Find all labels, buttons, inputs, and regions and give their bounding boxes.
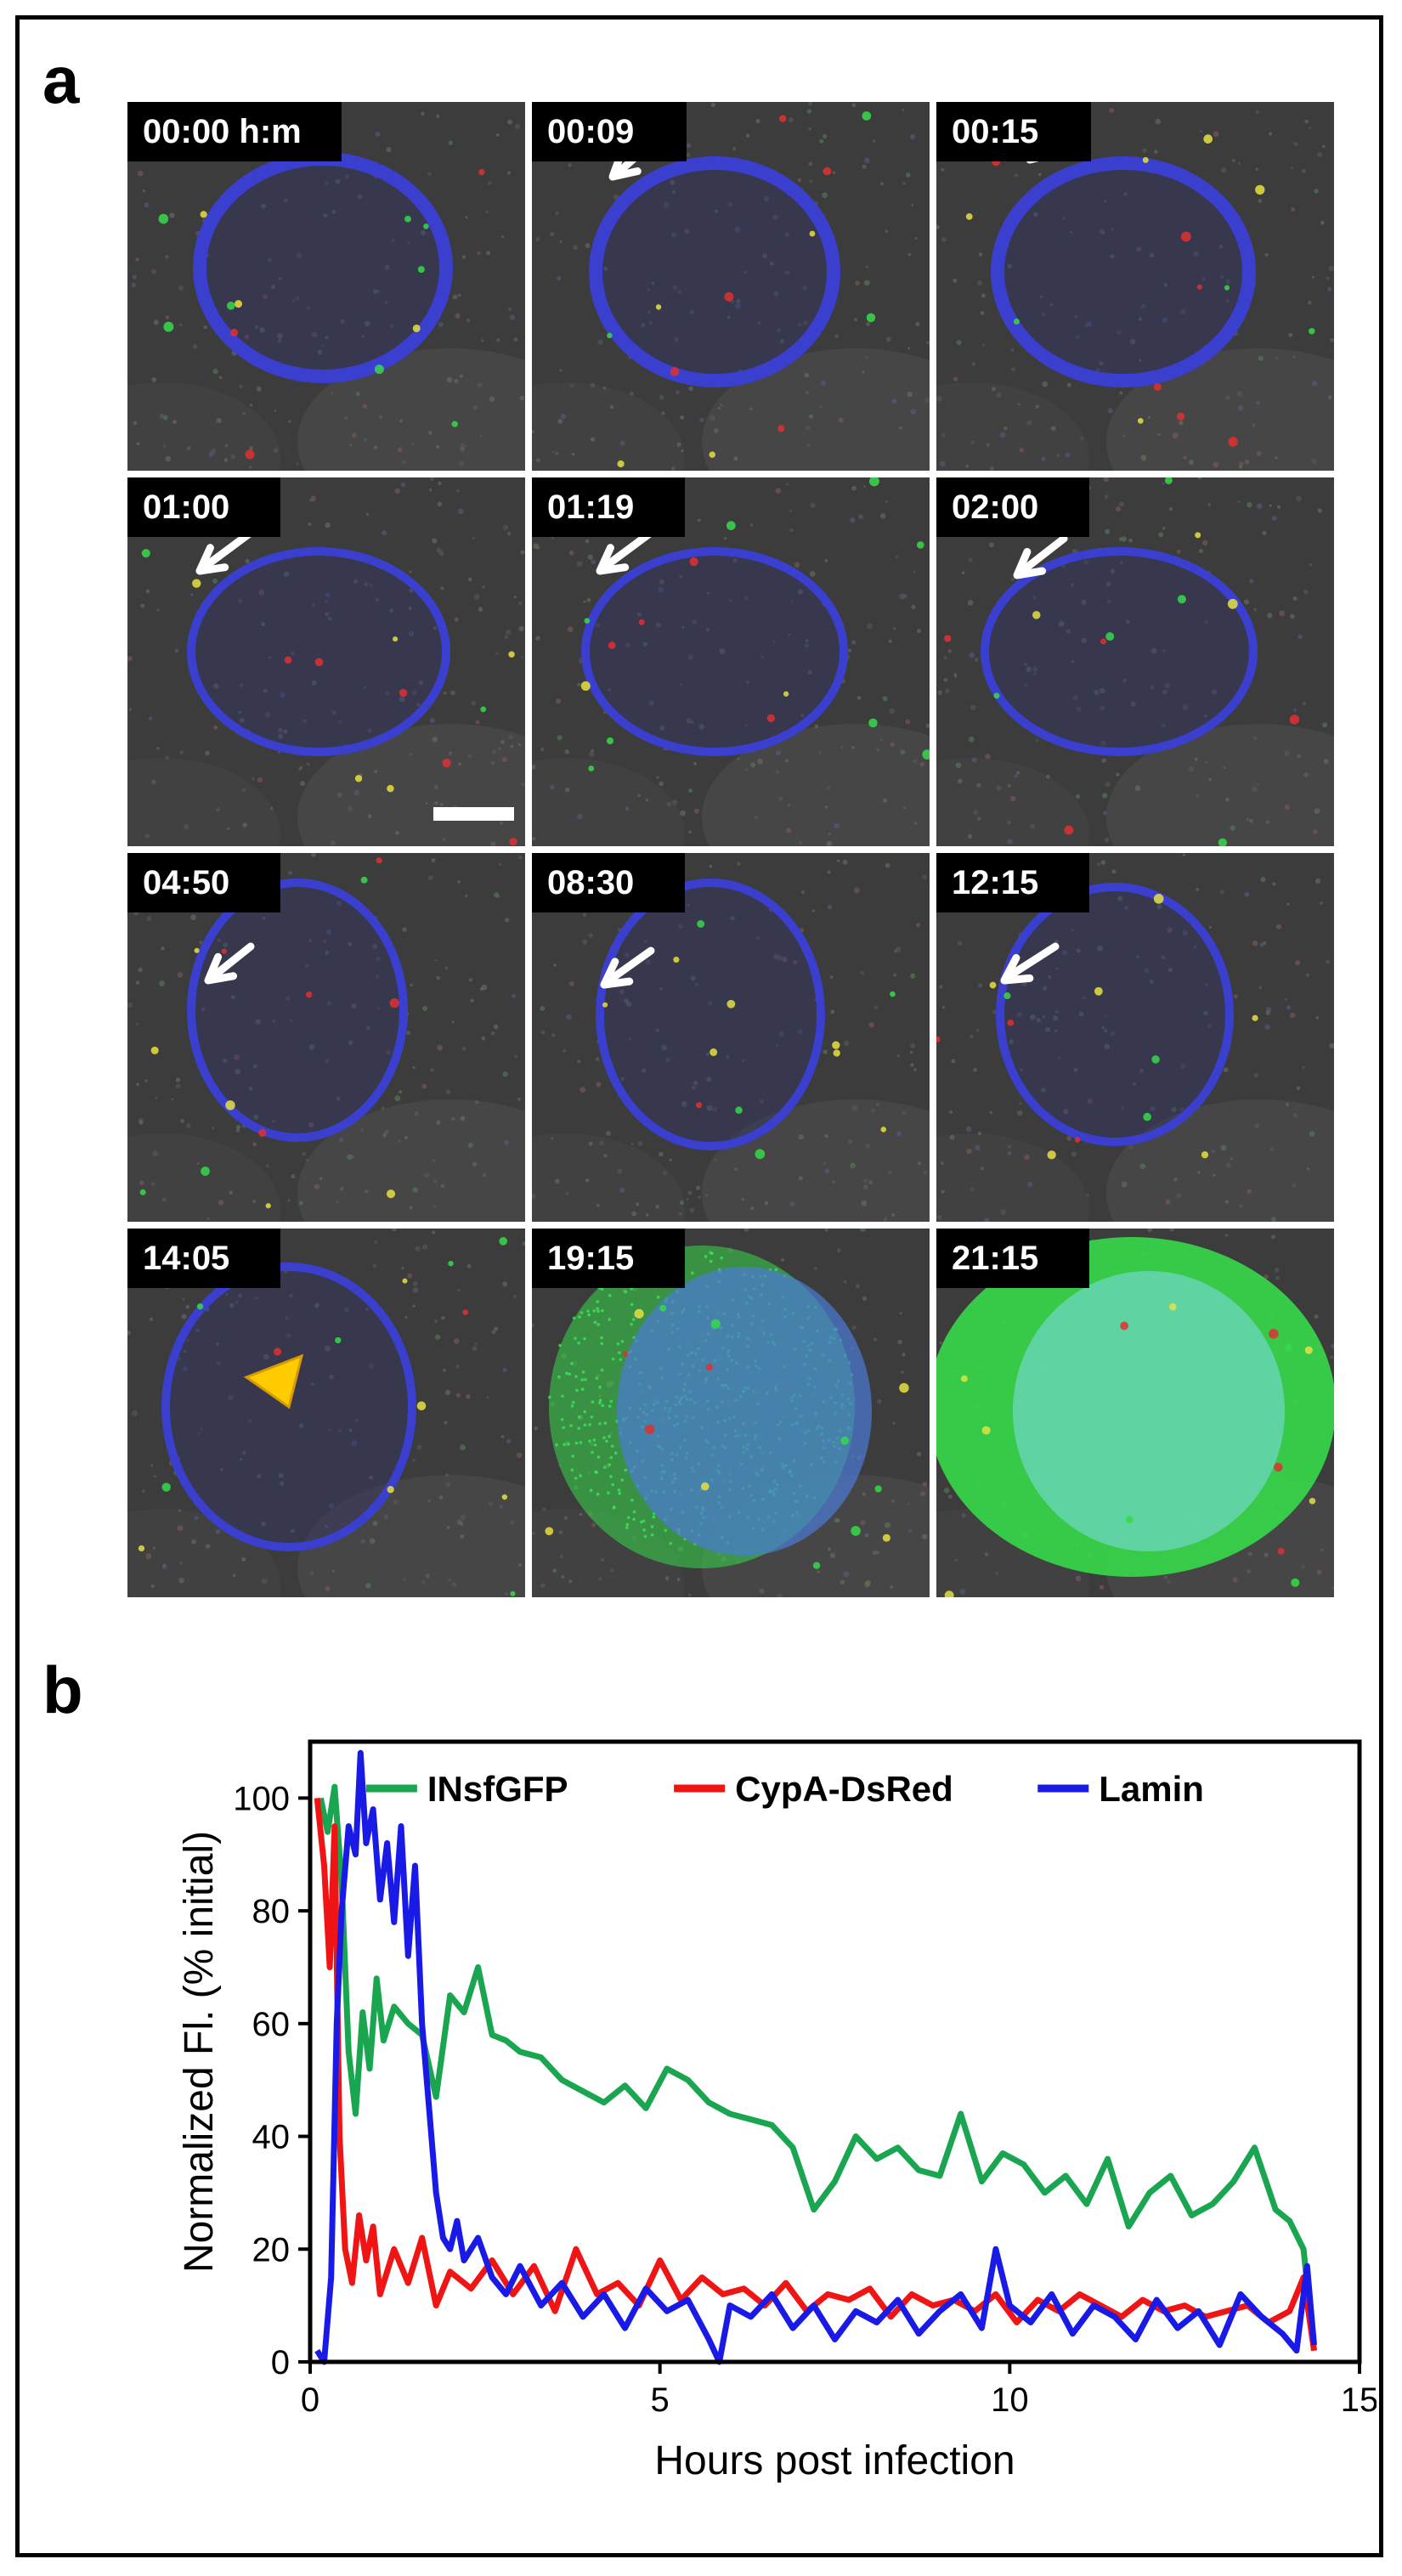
arrow-icon (195, 528, 255, 575)
micrograph-tile: 08:30 (532, 853, 930, 1222)
x-tick-label: 5 (651, 2381, 670, 2419)
time-label: 00:15 (936, 102, 1091, 161)
micrograph-tile: 00:00 h:m (127, 102, 525, 471)
micrograph-image (936, 477, 1334, 846)
micrograph-image (532, 102, 930, 471)
y-tick-label: 40 (252, 2119, 291, 2156)
micrograph-tile: 12:15 (936, 853, 1334, 1222)
micrograph-image (936, 102, 1334, 471)
series-line-lamin (314, 1749, 1317, 2365)
time-label: 21:15 (936, 1229, 1089, 1288)
time-label: 08:30 (532, 853, 685, 912)
micrograph-tile: 02:00 (936, 477, 1334, 846)
x-tick-label: 15 (1341, 2381, 1377, 2419)
micrograph-tile: 04:50 (127, 853, 525, 1222)
time-label: 19:15 (532, 1229, 685, 1288)
panel-a-label: a (42, 42, 80, 117)
time-label: 14:05 (127, 1229, 280, 1288)
series-line-insfgfp (317, 1783, 1317, 2352)
micrograph-tile: 00:09 (532, 102, 930, 471)
y-tick-label: 0 (271, 2344, 290, 2381)
panel-b-label: b (42, 1652, 83, 1727)
time-label: 01:19 (532, 477, 685, 537)
micrograph-image (936, 853, 1334, 1222)
y-tick-label: 60 (252, 2006, 291, 2043)
time-label: 02:00 (936, 477, 1089, 537)
scale-bar (433, 807, 514, 821)
micrograph-image (127, 102, 525, 471)
micrograph-image (127, 477, 525, 846)
arrow-icon (1000, 942, 1060, 985)
legend-label: Lamin (1099, 1769, 1204, 1809)
micrograph-tile: 01:00 (127, 477, 525, 846)
arrow-icon (596, 528, 655, 575)
plot-frame (308, 1739, 1362, 2364)
legend-label: INsfGFP (427, 1769, 568, 1809)
micrograph-image (127, 1229, 525, 1597)
arrow-icon (1013, 534, 1068, 579)
micrograph-tile: 00:15 (936, 102, 1334, 471)
x-tick-label: 10 (991, 2381, 1029, 2419)
arrow-icon (600, 946, 655, 989)
micrograph-image (532, 1229, 930, 1597)
chart-panel: 0 20 40 60 80 100 0 5 10 15 Hours post infection No… (51, 1708, 1377, 2523)
y-axis-title: Normalized Fl. (% initial) (177, 1831, 222, 2273)
y-tick-label: 80 (252, 1893, 291, 1930)
micrograph-tile: 14:05 (127, 1229, 525, 1597)
micrograph-image (127, 853, 525, 1222)
time-label: 00:09 (532, 102, 687, 161)
micrograph-grid: 00:00 h:m 00:09 00:15 01:00 01:19 02:00 04:50 0… (127, 102, 1334, 1597)
micrograph-image (532, 853, 930, 1222)
time-label: 12:15 (936, 853, 1089, 912)
y-tick-label: 20 (252, 2231, 291, 2268)
series-line-cypa-dsred (314, 1798, 1317, 2352)
micrograph-tile: 21:15 (936, 1229, 1334, 1597)
micrograph-tile: 01:19 (532, 477, 930, 846)
micrograph-image (936, 1229, 1334, 1597)
micrograph-tile: 19:15 (532, 1229, 930, 1597)
arrowhead-marker-icon (243, 1353, 304, 1409)
time-label: 00:00 h:m (127, 102, 342, 161)
arrow-icon (204, 942, 255, 985)
y-tick-label: 100 (233, 1780, 290, 1817)
micrograph-image (532, 477, 930, 846)
time-label: 01:00 (127, 477, 280, 537)
x-tick-label: 0 (301, 2381, 319, 2419)
time-label: 04:50 (127, 853, 280, 912)
legend-label: CypA-DsRed (735, 1769, 953, 1809)
chart-svg: 0 20 40 60 80 100 0 5 10 15 Hours post infection No… (177, 1739, 1377, 2483)
x-axis-title: Hours post infection (654, 2438, 1015, 2483)
